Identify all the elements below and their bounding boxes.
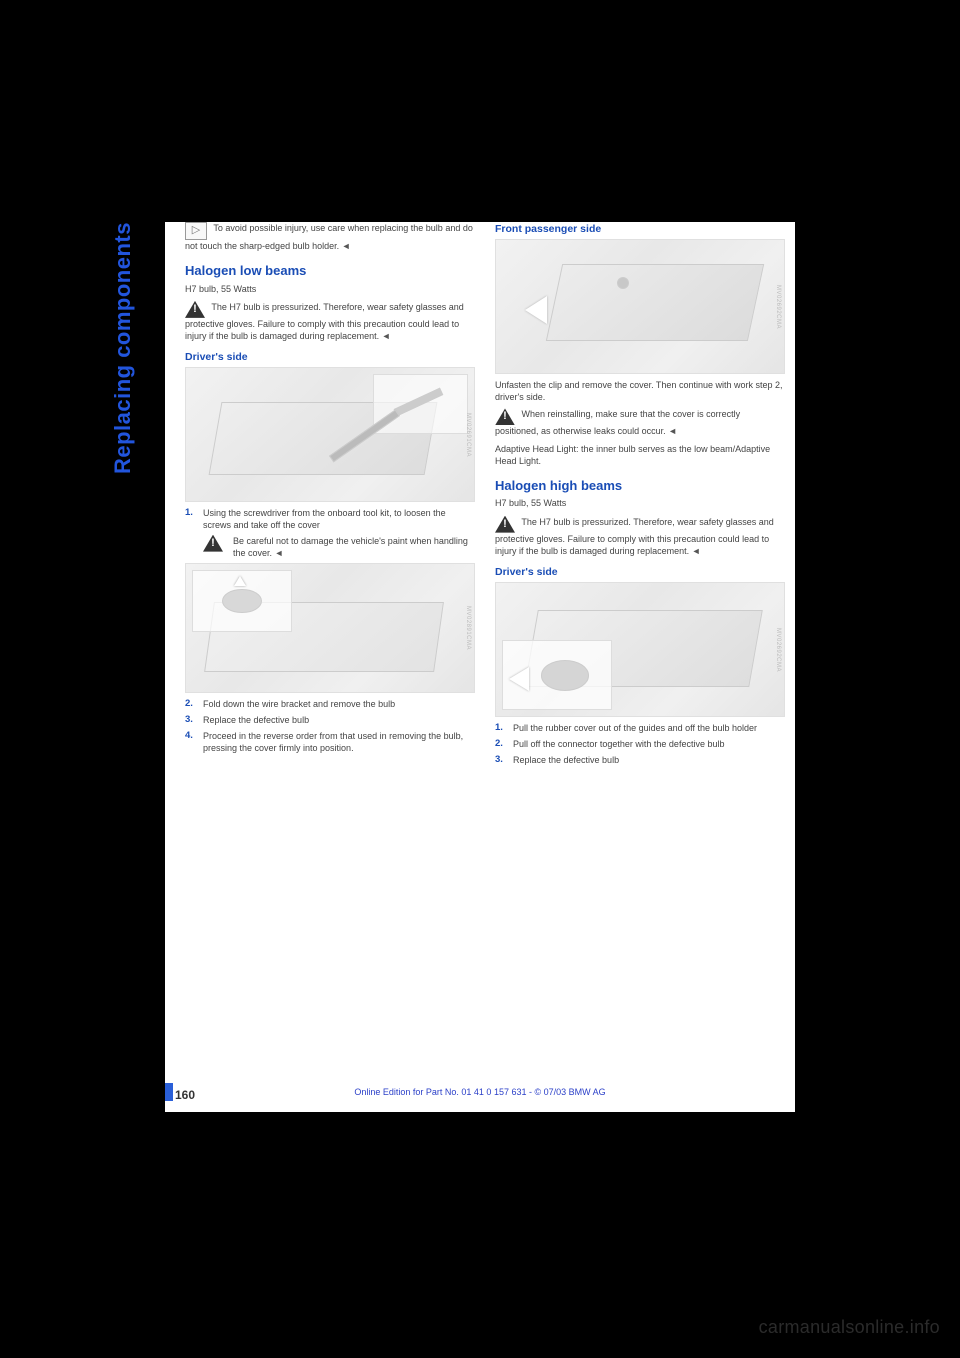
step-text: Replace the defective bulb — [513, 755, 619, 765]
right-column: Front passenger side MV02692CMA Unfasten… — [495, 222, 785, 770]
end-mark-icon — [275, 547, 284, 559]
figure-bulb-bracket: MV02891CMA — [185, 563, 475, 693]
step-text: Proceed in the reverse order from that u… — [203, 731, 463, 753]
heading-low-beams: Halogen low beams — [185, 262, 475, 280]
warning-passenger-text: When reinstalling, make sure that the co… — [495, 409, 740, 436]
bulb-spec-high: H7 bulb, 55 Watts — [495, 497, 785, 509]
step-text: Fold down the wire bracket and remove th… — [203, 699, 395, 709]
step-item: Pull the rubber cover out of the guides … — [495, 722, 785, 734]
page-footer: Online Edition for Part No. 01 41 0 157 … — [165, 1075, 795, 1110]
tip-block: To avoid possible injury, use care when … — [185, 222, 475, 252]
figure-label: MV02692CMA — [774, 285, 782, 329]
figure-driver-cover: MV02691CMA — [185, 367, 475, 502]
bulb-spec-low: H7 bulb, 55 Watts — [185, 283, 475, 295]
warning-icon — [495, 516, 515, 533]
step-item: Replace the defective bulb — [495, 754, 785, 766]
footer-copyright: Online Edition for Part No. 01 41 0 157 … — [165, 1087, 795, 1097]
end-mark-icon — [382, 330, 391, 342]
left-column: To avoid possible injury, use care when … — [175, 222, 475, 770]
warning-low-beams: The H7 bulb is pressurized. Therefore, w… — [185, 301, 475, 342]
step-item: Fold down the wire bracket and remove th… — [185, 698, 475, 710]
step-text: Pull off the connector together with the… — [513, 739, 724, 749]
warning-icon — [203, 535, 223, 552]
warning-icon — [185, 301, 205, 318]
passenger-intro: Unfasten the clip and remove the cover. … — [495, 379, 785, 403]
step-inline-warning: Be careful not to damage the vehicle's p… — [203, 535, 475, 559]
step-text: Using the screwdriver from the onboard t… — [203, 508, 446, 530]
heading-high-beams: Halogen high beams — [495, 477, 785, 495]
high-beam-steps: Pull the rubber cover out of the guides … — [495, 722, 785, 766]
adaptive-headlight-note: Adaptive Head Light: the inner bulb serv… — [495, 443, 785, 467]
warning-low-text: The H7 bulb is pressurized. Therefore, w… — [185, 302, 464, 341]
step-warning-text: Be careful not to damage the vehicle's p… — [233, 536, 468, 558]
figure-high-beam-cover: MV02692CMA — [495, 582, 785, 717]
low-beam-steps-part2: Fold down the wire bracket and remove th… — [185, 698, 475, 755]
end-mark-icon — [668, 425, 677, 437]
manual-page: Replacing components To avoid possible i… — [165, 222, 795, 1112]
content-columns: To avoid possible injury, use care when … — [165, 222, 795, 770]
step-text: Pull the rubber cover out of the guides … — [513, 723, 757, 733]
tip-text: To avoid possible injury, use care when … — [185, 223, 473, 251]
end-mark-icon — [342, 240, 351, 252]
end-mark-icon — [692, 545, 701, 557]
figure-passenger-cover: MV02692CMA — [495, 239, 785, 374]
step-item: Pull off the connector together with the… — [495, 738, 785, 750]
figure-label: MV02691CMA — [464, 413, 472, 457]
heading-driver-side: Driver's side — [185, 350, 475, 364]
warning-icon — [495, 408, 515, 425]
heading-passenger-side: Front passenger side — [495, 222, 785, 236]
step-text: Replace the defective bulb — [203, 715, 309, 725]
warning-high-beams: The H7 bulb is pressurized. Therefore, w… — [495, 516, 785, 557]
site-watermark: carmanualsonline.info — [759, 1317, 940, 1338]
figure-label: MV02692CMA — [774, 628, 782, 672]
step-item: Proceed in the reverse order from that u… — [185, 730, 475, 754]
figure-label: MV02891CMA — [464, 606, 472, 650]
section-tab-label: Replacing components — [110, 222, 136, 474]
low-beam-steps-part1: Using the screwdriver from the onboard t… — [185, 507, 475, 559]
warning-passenger: When reinstalling, make sure that the co… — [495, 408, 785, 437]
heading-driver-side-high: Driver's side — [495, 565, 785, 579]
step-item: Using the screwdriver from the onboard t… — [185, 507, 475, 559]
step-item: Replace the defective bulb — [185, 714, 475, 726]
warning-high-text: The H7 bulb is pressurized. Therefore, w… — [495, 517, 774, 556]
tip-icon — [185, 222, 207, 240]
